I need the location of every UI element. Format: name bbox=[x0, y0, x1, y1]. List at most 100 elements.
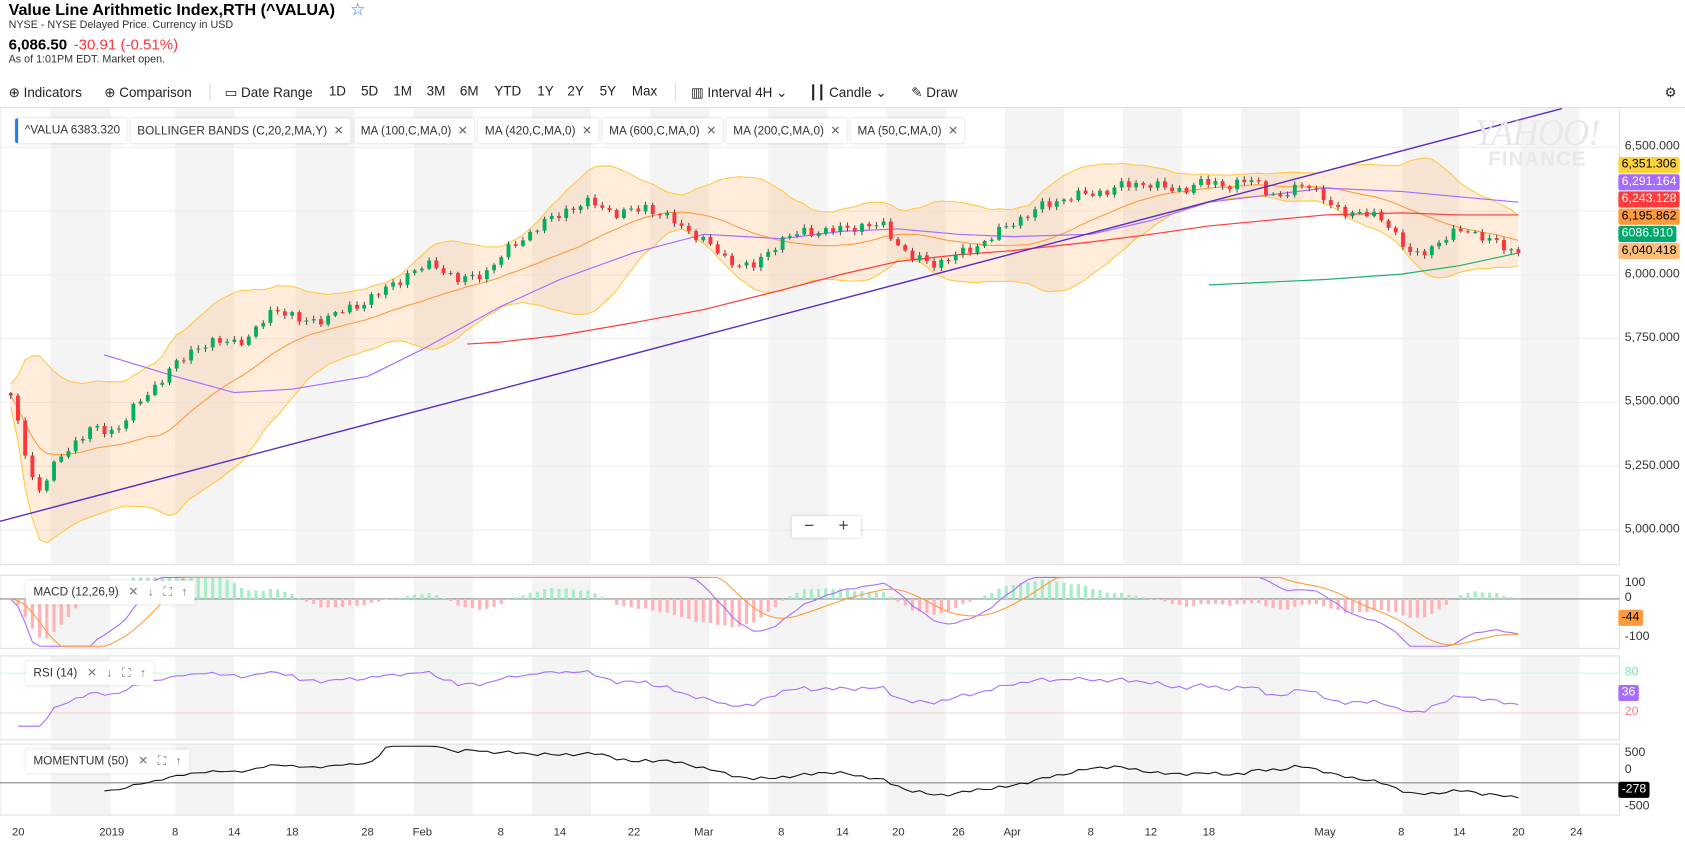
chart-toolbar: ⊕ Indicators ⊕ Comparison ▭ Date Range 1… bbox=[8, 82, 1685, 103]
range-1m[interactable]: 1M bbox=[393, 83, 412, 99]
macd-histogram-bar bbox=[896, 598, 900, 602]
period-shade bbox=[531, 655, 592, 740]
legend-ma-100[interactable]: MA (100,C,MA,0) ✕ bbox=[354, 118, 475, 144]
quote-title: Value Line Arithmetic Index,RTH (^VALUA)… bbox=[8, 1, 366, 20]
candle bbox=[1300, 184, 1304, 186]
candle bbox=[1062, 199, 1066, 202]
candle bbox=[744, 262, 749, 266]
candle bbox=[484, 270, 489, 280]
range-1d[interactable]: 1D bbox=[328, 83, 347, 99]
macd-histogram-bar bbox=[420, 594, 424, 599]
macd-histogram-bar bbox=[377, 598, 381, 602]
date-axis-label: 8 bbox=[497, 825, 504, 839]
date-range-button[interactable]: ▭ Date Range bbox=[224, 84, 313, 101]
close-icon[interactable]: ✕ bbox=[581, 124, 592, 138]
candle bbox=[1249, 180, 1254, 183]
candle bbox=[838, 225, 843, 233]
close-icon[interactable]: ✕ bbox=[830, 124, 841, 138]
chart-type-dropdown[interactable]: ┃┃ Candle ⌄ bbox=[809, 84, 887, 101]
macd-histogram-bar bbox=[319, 598, 323, 608]
macd-histogram-bar bbox=[478, 598, 482, 610]
legend-ma-50[interactable]: MA (50,C,MA,0) ✕ bbox=[851, 118, 965, 144]
candle bbox=[1494, 238, 1499, 240]
interval-dropdown[interactable]: ▥ Interval 4H ⌄ bbox=[690, 84, 788, 101]
arrow-up-icon[interactable]: ↑ bbox=[175, 754, 182, 768]
macd-histogram-bar bbox=[629, 598, 633, 608]
candle bbox=[1372, 211, 1377, 217]
candle bbox=[297, 312, 302, 322]
arrow-up-icon[interactable]: ↑ bbox=[140, 666, 147, 680]
candle bbox=[1350, 212, 1355, 217]
macd-histogram-bar bbox=[961, 598, 965, 604]
legend-ma-200[interactable]: MA (200,C,MA,0) ✕ bbox=[726, 118, 847, 144]
panel-frame bbox=[0, 743, 1620, 816]
candle bbox=[997, 226, 1001, 240]
panel-axis-label: 500 bbox=[1624, 746, 1646, 760]
close-icon[interactable]: ✕ bbox=[457, 124, 468, 138]
macd-histogram-bar bbox=[1249, 598, 1254, 604]
period-shade bbox=[1004, 744, 1064, 816]
price-axis-label: 5,500.000 bbox=[1624, 394, 1680, 408]
legend-ma-420[interactable]: MA (420,C,MA,0) ✕ bbox=[478, 118, 599, 144]
candle bbox=[773, 249, 778, 253]
candle bbox=[607, 207, 612, 211]
range-5d[interactable]: 5D bbox=[361, 83, 379, 99]
close-icon[interactable]: ✕ bbox=[87, 666, 97, 680]
settings-gear-icon[interactable]: ⚙ bbox=[1664, 84, 1677, 101]
macd-histogram-bar bbox=[579, 590, 583, 599]
macd-histogram-bar bbox=[1120, 592, 1124, 599]
close-icon[interactable]: ✕ bbox=[333, 124, 344, 138]
expand-icon[interactable]: ⛶ bbox=[122, 666, 131, 680]
legend-ma-600[interactable]: MA (600,C,MA,0) ✕ bbox=[602, 118, 723, 144]
star-watchlist-icon[interactable]: ☆ bbox=[350, 1, 366, 20]
macd-histogram-bar bbox=[1264, 598, 1268, 607]
range-6m[interactable]: 6M bbox=[459, 83, 479, 99]
period-shade bbox=[1122, 575, 1183, 649]
macd-histogram-bar bbox=[968, 598, 972, 602]
period-shade bbox=[413, 107, 473, 565]
macd-histogram-bar bbox=[1228, 598, 1232, 606]
zoom-out-button[interactable]: − bbox=[804, 517, 815, 536]
range-3m[interactable]: 3M bbox=[426, 83, 446, 99]
candle bbox=[80, 438, 85, 441]
draw-button[interactable]: ✎ Draw bbox=[911, 84, 958, 101]
comparison-button[interactable]: ⊕ Comparison bbox=[104, 84, 192, 101]
expand-icon[interactable]: ⛶ bbox=[163, 586, 172, 599]
candle bbox=[1314, 187, 1319, 190]
candle bbox=[831, 228, 836, 233]
candle bbox=[1437, 242, 1441, 247]
yahoo-finance-watermark-sub: FINANCE bbox=[1488, 148, 1587, 171]
price-axis-label: 5,750.000 bbox=[1624, 331, 1680, 345]
period-shade bbox=[1520, 744, 1580, 816]
close-icon[interactable]: ✕ bbox=[138, 754, 149, 768]
arrow-down-icon[interactable]: ↓ bbox=[147, 586, 154, 599]
close-icon[interactable]: ✕ bbox=[128, 586, 139, 599]
arrow-down-icon[interactable]: ↓ bbox=[106, 666, 113, 680]
arrow-up-icon[interactable]: ↑ bbox=[181, 586, 188, 599]
date-axis-label: 8 bbox=[1398, 825, 1405, 839]
range-max[interactable]: Max bbox=[631, 83, 658, 99]
close-icon[interactable]: ✕ bbox=[706, 124, 717, 138]
macd-histogram-bar bbox=[845, 589, 850, 599]
close-icon[interactable]: ✕ bbox=[948, 124, 958, 138]
candle bbox=[751, 262, 756, 268]
candle bbox=[427, 260, 432, 269]
legend-bollinger[interactable]: BOLLINGER BANDS (C,20,2,MA,Y) ✕ bbox=[130, 118, 350, 144]
date-axis-label: 14 bbox=[553, 825, 567, 839]
macd-histogram-bar bbox=[485, 598, 489, 609]
macd-panel-label: MACD (12,26,9) ✕ ↓ ⛶ ↑ bbox=[25, 580, 195, 605]
zoom-in-button[interactable]: + bbox=[838, 517, 849, 536]
macd-histogram-bar bbox=[795, 592, 799, 599]
macd-histogram-bar bbox=[326, 598, 330, 608]
candle bbox=[88, 427, 93, 439]
indicators-button[interactable]: ⊕ Indicators bbox=[8, 84, 82, 101]
range-2y[interactable]: 2Y bbox=[567, 83, 584, 99]
expand-icon[interactable]: ⛶ bbox=[157, 754, 167, 768]
range-5y[interactable]: 5Y bbox=[599, 83, 617, 99]
macd-histogram-bar bbox=[1358, 598, 1362, 613]
range-1y[interactable]: 1Y bbox=[537, 83, 554, 99]
range-ytd[interactable]: YTD bbox=[494, 83, 522, 99]
candle bbox=[153, 384, 157, 396]
